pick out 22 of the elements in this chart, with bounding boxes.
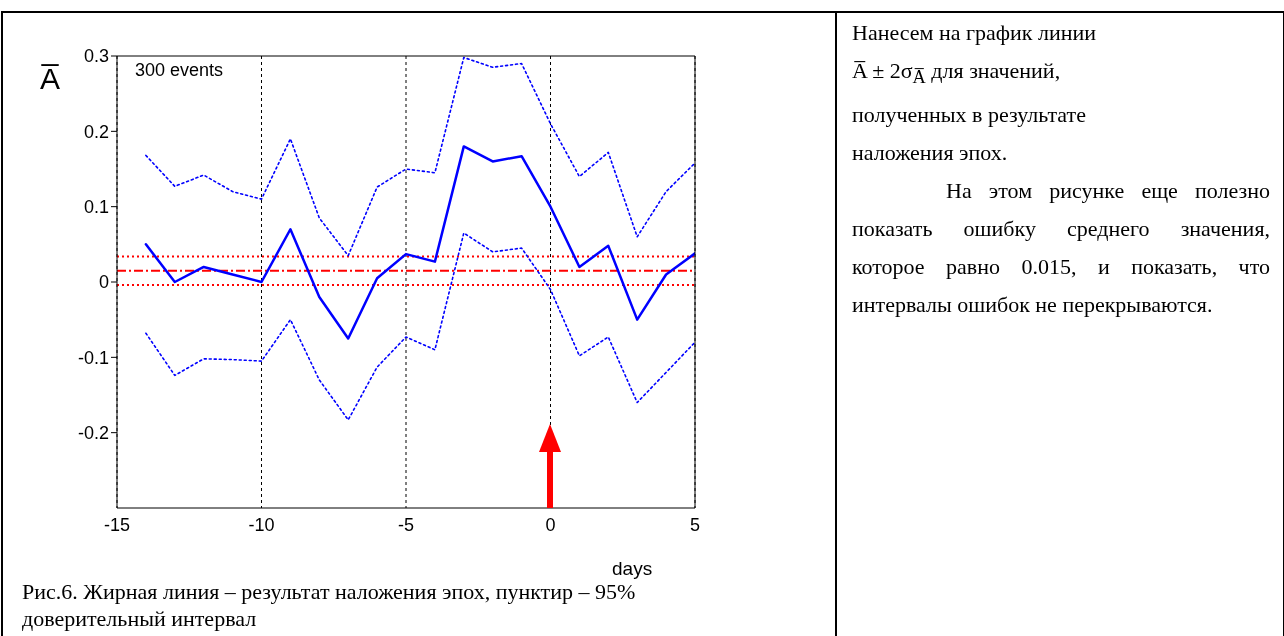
- text: Нанесем на график линии: [852, 19, 1098, 47]
- x-tick-label: -15: [103, 514, 131, 535]
- text: На этом рисунке еще полезно показать ошибку среднего значения, которое равно 0.015, и показать, что интервалы ошибок не перекрываются.: [852, 177, 1270, 320]
- x-axis-title: days: [612, 558, 653, 580]
- x-tick-label: 5: [689, 514, 701, 535]
- y-tick-label: 0.2: [83, 121, 109, 142]
- x-tick-label: 0: [545, 514, 556, 535]
- text: наложения эпох.: [852, 139, 1009, 168]
- line-series: [145, 232, 695, 421]
- y-tick-label: 0.3: [83, 46, 109, 67]
- text: Рис.6. Жирная линия – результат наложения эпох, пунктир – 95% доверительный интервал: [22, 579, 637, 632]
- text: A̅ ± 2σ$_{A̅}$ для значений,: [852, 57, 1062, 90]
- line-series: [144, 145, 695, 340]
- annotation: 300 events: [135, 60, 224, 81]
- y-tick-label: 0: [98, 272, 109, 293]
- y-tick-label: -0.1: [77, 347, 109, 368]
- x-tick-label: -10: [248, 514, 275, 535]
- y-tick-label: 0.1: [83, 197, 109, 218]
- y-tick-label: -0.2: [77, 423, 109, 444]
- text: полученных в результате: [852, 101, 1087, 130]
- x-tick-label: -5: [397, 514, 415, 535]
- y-axis-title: A̅: [40, 62, 61, 96]
